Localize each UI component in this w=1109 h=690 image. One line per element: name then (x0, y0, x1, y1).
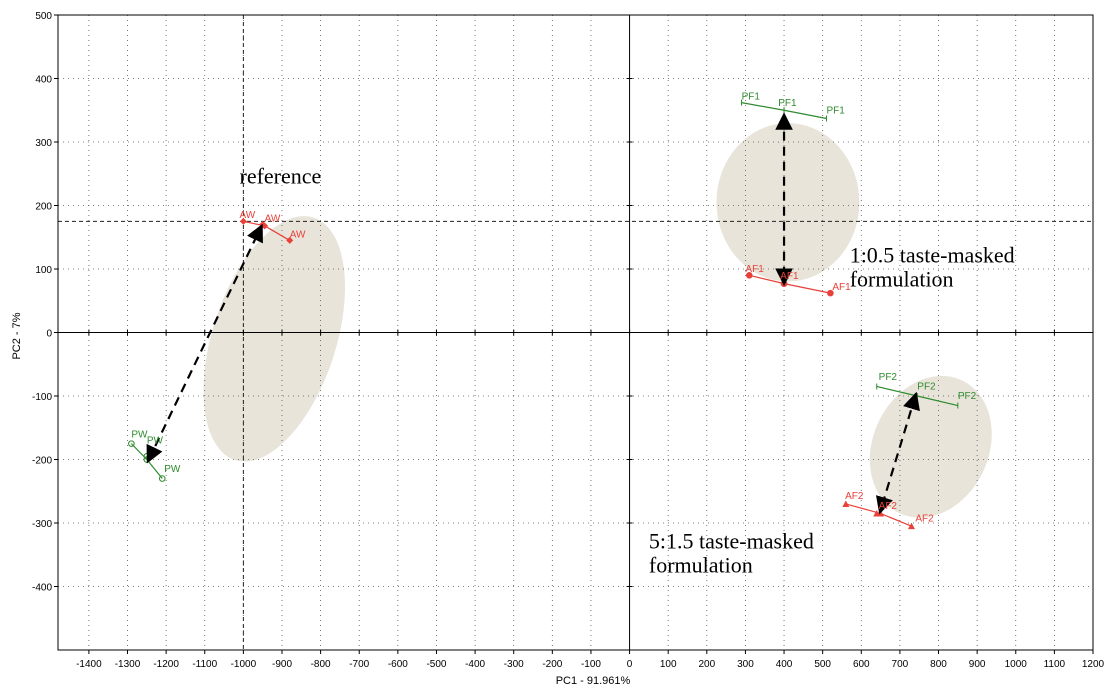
point-label: PF1 (827, 105, 846, 116)
annotation-text: 1:0.5 taste-masked (850, 243, 1015, 268)
x-tick-label: -200 (542, 659, 562, 670)
x-tick-label: 1100 (1044, 659, 1066, 670)
x-tick-label: 200 (698, 659, 715, 670)
y-tick-label: 200 (35, 202, 52, 213)
x-tick-label: -700 (349, 659, 369, 670)
series-spoke (741, 102, 785, 111)
data-point (827, 289, 834, 297)
series-spoke (880, 512, 912, 527)
y-tick-label: 100 (35, 265, 52, 276)
x-tick-label: -1000 (231, 659, 257, 670)
y-tick-label: -200 (32, 456, 52, 467)
data-point (158, 475, 166, 482)
x-tick-label: 300 (737, 659, 754, 670)
arrow-layer (146, 112, 920, 515)
x-tick-label: -600 (388, 659, 408, 670)
x-tick-label: 800 (930, 659, 947, 670)
series-spoke (845, 503, 881, 515)
point-label: PW (147, 436, 164, 447)
x-tick-label: 900 (969, 659, 986, 670)
point-label: AW (265, 213, 281, 224)
point-label: AF2 (845, 491, 864, 502)
y-tick-label: 300 (35, 138, 52, 149)
axes-layer: -1400 -1300 -1200 -1100 -1000 -900 -800 -700 -60… (32, 11, 1105, 670)
data-point (907, 522, 915, 530)
point-label: AW (290, 229, 306, 240)
series-pw (128, 440, 166, 482)
x-tick-label: -1300 (115, 659, 141, 670)
x-tick-label: -300 (504, 659, 524, 670)
cluster-ellipse-2 (716, 123, 860, 282)
x-tick-label: -900 (272, 659, 292, 670)
annotation-text: reference (240, 163, 322, 188)
annotation-text: 5:1.5 taste-masked (649, 528, 814, 553)
x-tick-label: -1400 (76, 659, 102, 670)
data-point (239, 217, 247, 225)
x-tick-label: 600 (853, 659, 870, 670)
point-label: PF2 (879, 372, 898, 383)
point-label: AW (240, 210, 256, 221)
series-spoke (917, 395, 958, 407)
y-tick-label: -300 (32, 519, 52, 530)
annotation-text: formulation (850, 267, 954, 292)
x-tick-label: -100 (581, 659, 601, 670)
x-tick-label: -1200 (153, 659, 179, 670)
series-spoke (783, 109, 827, 120)
series-spoke (146, 459, 163, 479)
x-tick-label: 100 (660, 659, 677, 670)
y-tick-label: -100 (32, 392, 52, 403)
data-point (745, 272, 753, 279)
data-point (286, 236, 294, 244)
double-arrow (876, 391, 920, 515)
point-label: PW (131, 429, 148, 440)
x-tick-label: 1200 (1082, 659, 1105, 670)
x-tick-label: 500 (814, 659, 831, 670)
point-label: AF2 (915, 514, 934, 525)
x-tick-label: -1100 (192, 659, 217, 670)
series-spoke (264, 225, 291, 241)
annotation-text: formulation (649, 552, 753, 577)
data-point (128, 440, 135, 447)
x-tick-label: 1000 (1005, 659, 1028, 670)
point-label: PW (164, 464, 181, 475)
point-label: AF1 (832, 282, 851, 293)
y-axis-title: PC2 - 7% (11, 312, 23, 359)
x-tick-label: 700 (892, 659, 909, 670)
series-spoke (783, 283, 831, 294)
x-tick-label: -400 (465, 659, 485, 670)
x-tick-label: -500 (426, 659, 446, 670)
point-label: AF1 (745, 264, 764, 275)
data-point (842, 500, 850, 507)
x-axis-title: PC1 - 91.961% (556, 675, 631, 687)
x-tick-label: -800 (311, 659, 331, 670)
y-tick-label: 400 (35, 75, 52, 86)
point-label: AF1 (780, 271, 799, 282)
y-tick-label: 500 (35, 11, 52, 22)
y-tick-label: -400 (32, 583, 52, 594)
y-tick-label: 0 (46, 329, 52, 340)
point-label: PF1 (742, 91, 761, 102)
x-tick-label: 400 (776, 659, 793, 670)
point-label: PF2 (917, 382, 936, 393)
point-label: PF2 (958, 391, 977, 402)
cluster-ellipse-1 (203, 216, 346, 462)
point-label: AF2 (879, 501, 898, 512)
point-label: PF1 (778, 98, 797, 109)
double-arrow (146, 223, 263, 464)
x-tick-label: 0 (627, 659, 633, 670)
